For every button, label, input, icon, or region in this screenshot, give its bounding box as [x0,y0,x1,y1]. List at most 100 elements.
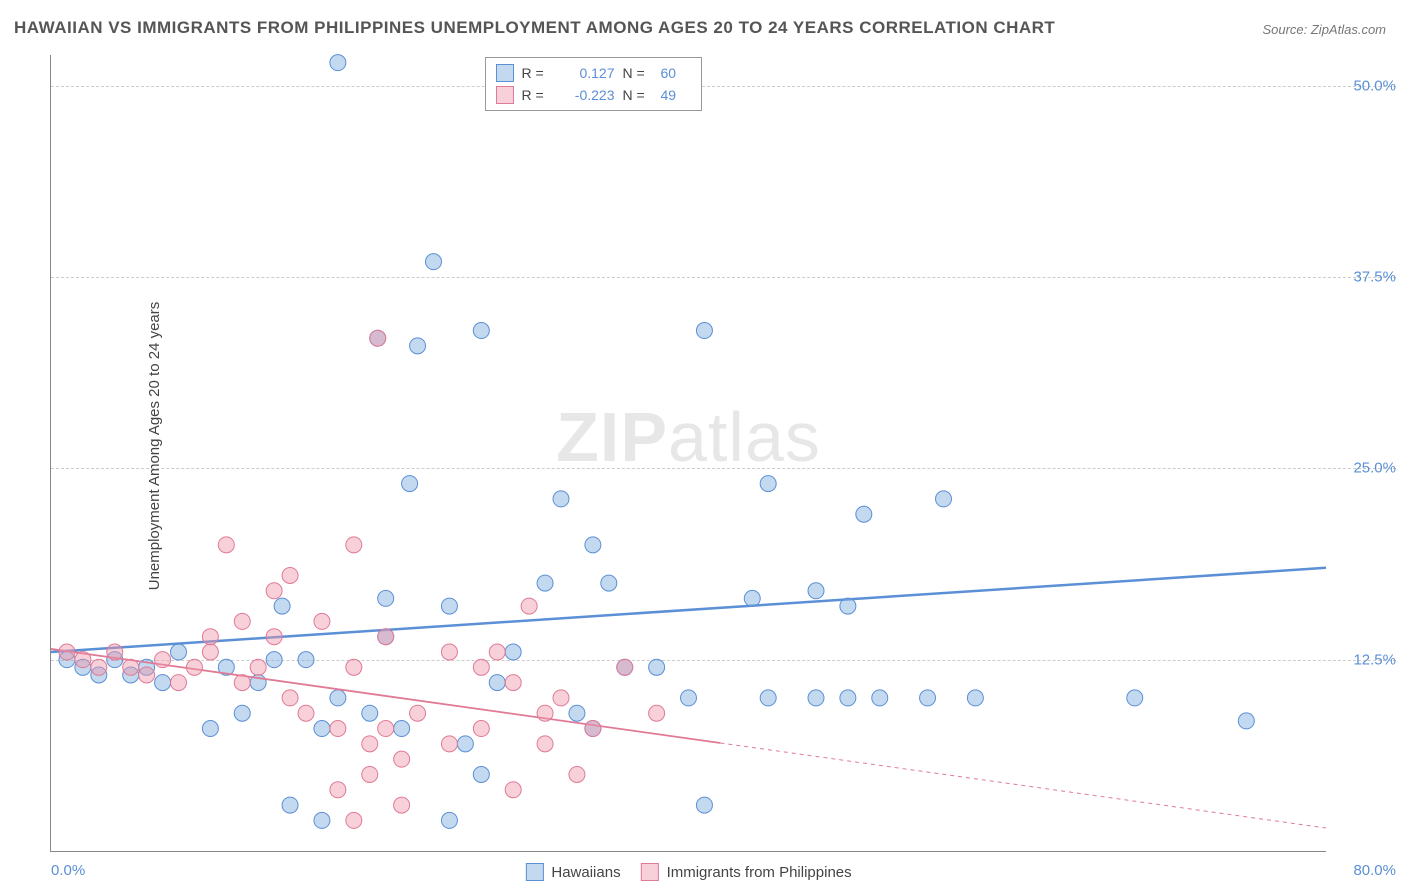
data-point [649,705,665,721]
data-point [186,659,202,675]
data-point [370,330,386,346]
data-point [402,476,418,492]
data-point [936,491,952,507]
data-point [553,491,569,507]
data-point [266,629,282,645]
data-point [681,690,697,706]
data-point [696,797,712,813]
data-point [123,659,139,675]
data-point [394,751,410,767]
legend-label-2: Immigrants from Philippines [667,864,852,881]
data-point [696,323,712,339]
data-point [569,766,585,782]
data-point [441,736,457,752]
data-point [760,476,776,492]
data-point [760,690,776,706]
data-point [298,705,314,721]
data-point [346,659,362,675]
data-point [314,613,330,629]
data-point [967,690,983,706]
data-point [872,690,888,706]
source-label: Source: ZipAtlas.com [1262,22,1386,37]
data-point [378,590,394,606]
data-point [394,721,410,737]
data-point [1238,713,1254,729]
data-point [202,721,218,737]
data-point [744,590,760,606]
data-point [107,644,123,660]
data-point [521,598,537,614]
chart-title: HAWAIIAN VS IMMIGRANTS FROM PHILIPPINES … [14,18,1055,38]
data-point [59,644,75,660]
data-point [505,644,521,660]
data-point [489,644,505,660]
data-point [202,629,218,645]
data-point [362,766,378,782]
data-point [410,705,426,721]
data-point [362,705,378,721]
data-point [489,675,505,691]
data-point [473,766,489,782]
data-point [155,675,171,691]
data-point [856,506,872,522]
scatter-svg [51,55,1326,851]
data-point [314,812,330,828]
data-point [537,575,553,591]
data-point [346,812,362,828]
data-point [330,721,346,737]
data-point [585,721,601,737]
data-point [585,537,601,553]
data-point [91,659,107,675]
data-point [274,598,290,614]
data-point [218,537,234,553]
data-point [250,659,266,675]
data-point [330,782,346,798]
data-point [410,338,426,354]
x-tick-min: 0.0% [51,862,85,879]
data-point [282,797,298,813]
trend-line-extrapolated [720,743,1326,828]
data-point [537,705,553,721]
data-point [266,583,282,599]
data-point [378,721,394,737]
data-point [171,675,187,691]
legend-label-1: Hawaiians [551,864,620,881]
data-point [920,690,936,706]
legend-item-philippines: Immigrants from Philippines [641,863,852,881]
data-point [378,629,394,645]
data-point [457,736,473,752]
data-point [282,567,298,583]
data-point [617,659,633,675]
data-point [330,55,346,71]
plot-area: ZIPatlas 12.5%25.0%37.5%50.0% R = 0.127 … [50,55,1326,852]
data-point [362,736,378,752]
swatch-blue [525,863,543,881]
data-point [649,659,665,675]
data-point [202,644,218,660]
data-point [298,652,314,668]
data-point [505,782,521,798]
data-point [441,598,457,614]
data-point [139,667,155,683]
data-point [840,690,856,706]
data-point [808,583,824,599]
data-point [473,323,489,339]
data-point [171,644,187,660]
data-point [569,705,585,721]
data-point [330,690,346,706]
data-point [346,537,362,553]
data-point [601,575,617,591]
trend-line [51,568,1326,652]
data-point [441,812,457,828]
y-tick-label: 50.0% [1353,77,1396,94]
data-point [266,652,282,668]
y-tick-label: 12.5% [1353,651,1396,668]
data-point [808,690,824,706]
legend-item-hawaiians: Hawaiians [525,863,620,881]
swatch-pink [641,863,659,881]
data-point [840,598,856,614]
x-tick-max: 80.0% [1353,862,1396,879]
data-point [234,675,250,691]
y-tick-label: 37.5% [1353,268,1396,285]
data-point [155,652,171,668]
